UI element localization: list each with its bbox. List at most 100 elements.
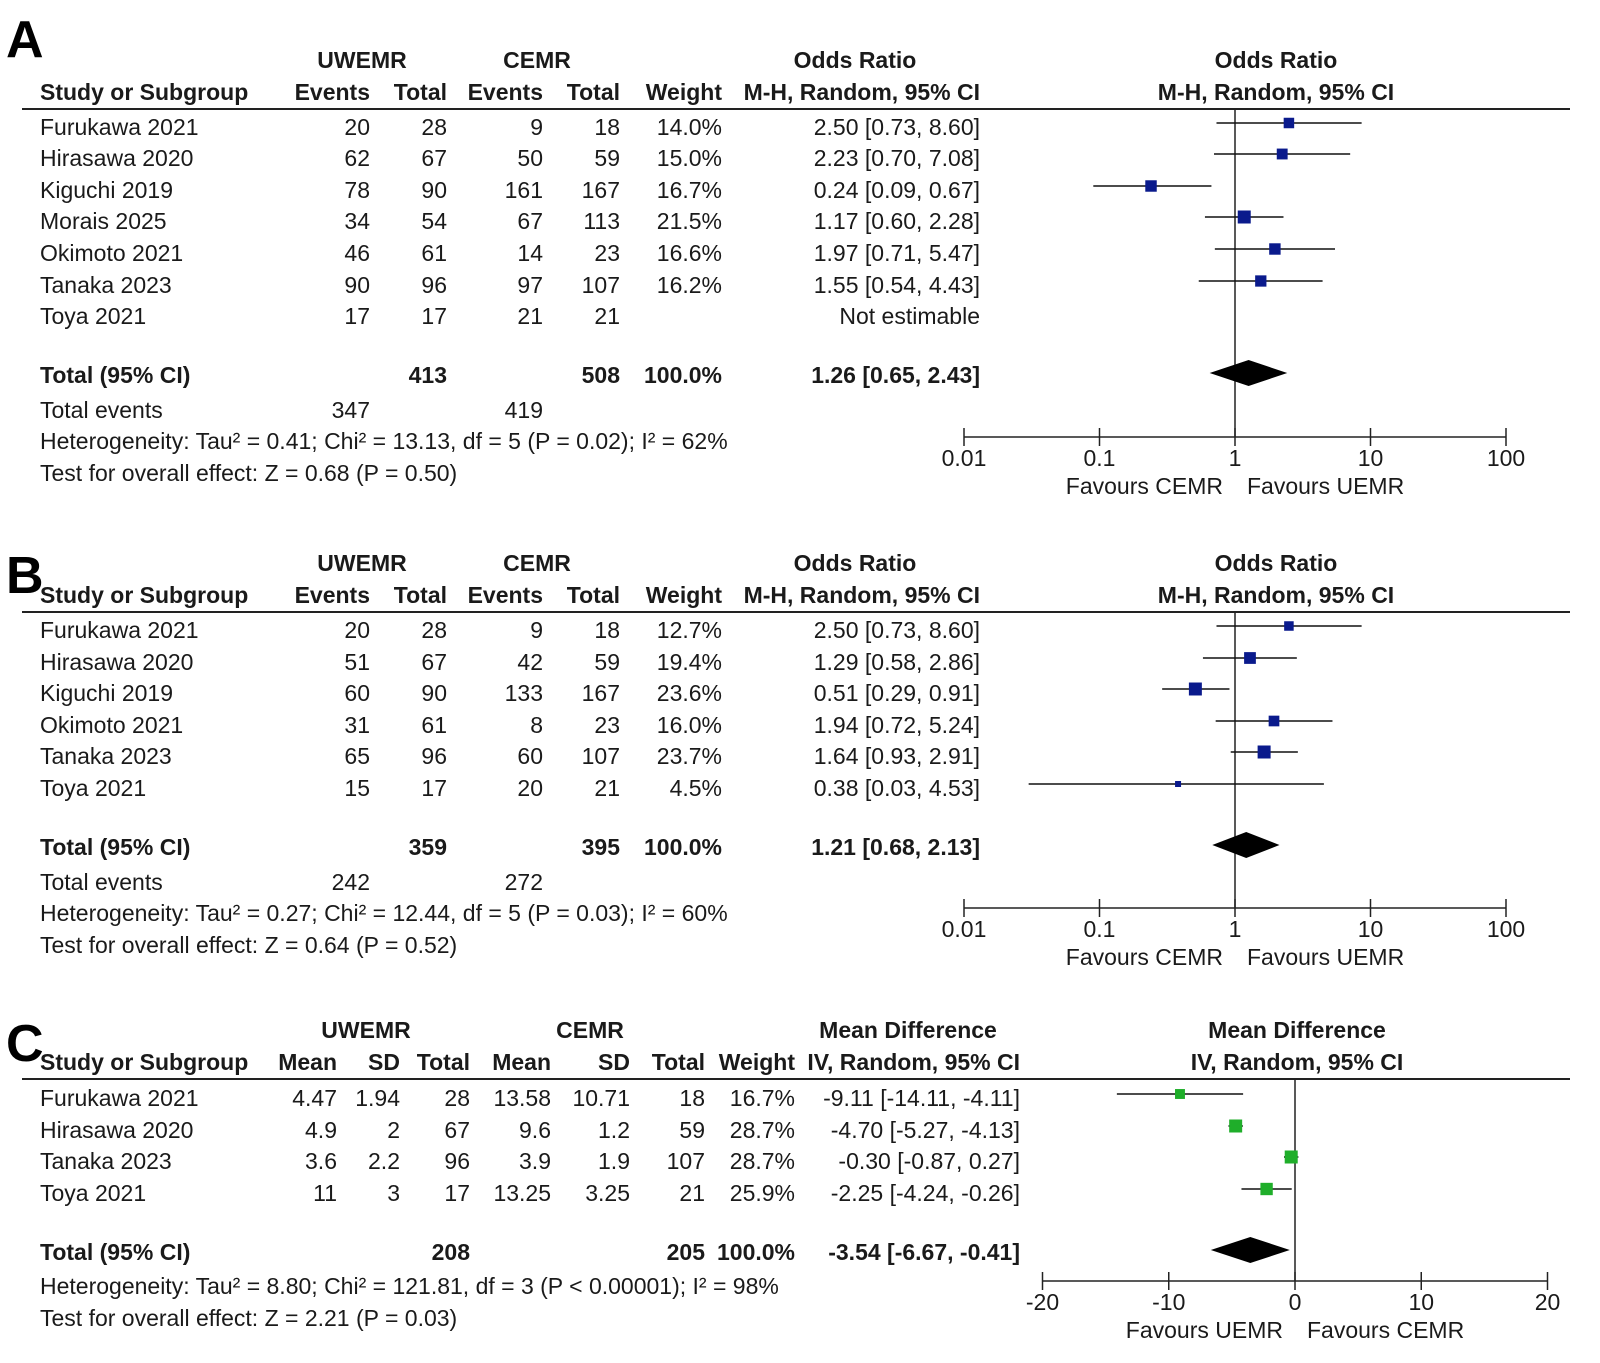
total-uwemr: 28 (444, 1085, 470, 1111)
panel-letter: B (6, 547, 44, 605)
mean-uwemr: 3.6 (305, 1148, 337, 1174)
total-uwemr: 67 (421, 145, 447, 171)
events-uwemr: 20 (344, 114, 370, 140)
total-effect-ci: 1.21 [0.68, 2.13] (811, 834, 980, 860)
study-name: Kiguchi 2019 (40, 177, 173, 203)
events-uwemr: 65 (344, 743, 370, 769)
study-name: Tanaka 2023 (40, 272, 172, 298)
effect-title-header: Odds Ratio (793, 47, 917, 73)
study-point-estimate (1257, 745, 1271, 759)
study-effect-ci: 2.50 [0.73, 8.60] (813, 617, 980, 643)
x-tick-label: 0.01 (942, 916, 987, 942)
study-effect-ci: 1.29 [0.58, 2.86] (813, 649, 980, 675)
total-label: Total (95% CI) (40, 834, 191, 860)
column-header-m1: Mean (278, 1049, 337, 1075)
column-header-sd2: SD (598, 1049, 630, 1075)
study-point-estimate (1145, 180, 1157, 192)
total-uwemr: 96 (444, 1148, 470, 1174)
total-cemr: 21 (594, 303, 620, 329)
overall-effect-text: Test for overall effect: Z = 0.68 (P = 0… (40, 460, 458, 486)
study-point-estimate (1188, 682, 1202, 696)
events-uwemr: 15 (344, 775, 370, 801)
pooled-effect-diamond (1210, 1237, 1290, 1263)
total-uwemr: 96 (421, 272, 447, 298)
total-cemr: 107 (581, 743, 620, 769)
sd-cemr: 1.9 (598, 1148, 630, 1174)
panel-letter: A (6, 11, 44, 69)
events-cemr: 8 (530, 712, 543, 738)
study-name: Toya 2021 (40, 775, 147, 801)
study-point-estimate (1260, 1182, 1273, 1196)
study-weight: 21.5% (656, 208, 722, 234)
study-name: Toya 2021 (40, 303, 147, 329)
x-tick-label: 0 (1289, 1289, 1302, 1315)
study-effect-ci: 1.55 [0.54, 4.43] (813, 272, 980, 298)
events-cemr: 42 (517, 649, 543, 675)
x-tick-label: 0.1 (1084, 916, 1116, 942)
total-effect-ci: -3.54 [-6.67, -0.41] (828, 1239, 1020, 1265)
study-effect-ci: Not estimable (839, 303, 980, 329)
study-effect-ci: -4.70 [-5.27, -4.13] (830, 1117, 1020, 1143)
sd-uwemr: 1.94 (355, 1085, 400, 1111)
sd-cemr: 1.2 (598, 1117, 630, 1143)
study-weight: 23.7% (656, 743, 722, 769)
overall-effect-text: Test for overall effect: Z = 2.21 (P = 0… (40, 1305, 458, 1331)
study-weight: 16.7% (656, 177, 722, 203)
total-cemr: 21 (679, 1180, 705, 1206)
study-point-estimate (1175, 781, 1182, 787)
study-point-estimate (1284, 1150, 1298, 1164)
column-header-e1: Events (294, 582, 370, 608)
study-effect-ci: 1.94 [0.72, 5.24] (813, 712, 980, 738)
events-cemr: 21 (517, 303, 543, 329)
total-cemr: 59 (594, 145, 620, 171)
column-header-t2: Total (566, 79, 620, 105)
study-name: Furukawa 2021 (40, 617, 199, 643)
total-uwemr: 17 (444, 1180, 470, 1206)
x-tick-label: 1 (1229, 445, 1242, 471)
study-weight: 16.6% (656, 240, 722, 266)
total-cemr: 107 (581, 272, 620, 298)
column-header-m2: Mean (492, 1049, 551, 1075)
events-cemr: 133 (504, 680, 543, 706)
study-name: Furukawa 2021 (40, 114, 199, 140)
sd-uwemr: 3 (387, 1180, 400, 1206)
total-events-cemr: 272 (504, 869, 543, 895)
column-header-weight: Weight (718, 1049, 795, 1075)
heterogeneity-text: Heterogeneity: Tau² = 0.27; Chi² = 12.44… (40, 900, 728, 926)
total-cemr: 107 (666, 1148, 705, 1174)
group2-header: CEMR (556, 1017, 624, 1043)
plot-method-header: M-H, Random, 95% CI (1157, 582, 1395, 608)
sd-uwemr: 2.2 (368, 1148, 400, 1174)
favours-right-label: Favours UEMR (1247, 473, 1404, 499)
x-tick-label: 10 (1408, 1289, 1434, 1315)
study-name: Kiguchi 2019 (40, 680, 173, 706)
column-header-name: Study or Subgroup (40, 79, 249, 105)
total-n-cemr: 205 (666, 1239, 705, 1265)
total-cemr: 21 (594, 775, 620, 801)
overall-effect-text: Test for overall effect: Z = 0.64 (P = 0… (40, 932, 458, 958)
events-uwemr: 90 (344, 272, 370, 298)
study-name: Hirasawa 2020 (40, 649, 194, 675)
total-cemr: 59 (679, 1117, 705, 1143)
mean-cemr: 13.58 (493, 1085, 551, 1111)
study-point-estimate (1237, 210, 1251, 224)
total-uwemr: 28 (421, 617, 447, 643)
column-header-e2: Events (467, 79, 543, 105)
total-weight: 100.0% (643, 362, 722, 388)
study-name: Hirasawa 2020 (40, 145, 194, 171)
study-weight: 4.5% (669, 775, 722, 801)
events-cemr: 161 (504, 177, 543, 203)
effect-title-header: Mean Difference (819, 1017, 997, 1043)
column-header-ci: IV, Random, 95% CI (807, 1049, 1020, 1075)
study-weight: 16.0% (656, 712, 722, 738)
total-cemr: 167 (581, 680, 620, 706)
study-effect-ci: -2.25 [-4.24, -0.26] (830, 1180, 1020, 1206)
total-label: Total (95% CI) (40, 362, 191, 388)
x-tick-label: -20 (1026, 1289, 1059, 1315)
study-name: Furukawa 2021 (40, 1085, 199, 1111)
header-rule (22, 1078, 1570, 1080)
column-header-name: Study or Subgroup (40, 582, 249, 608)
mean-uwemr: 4.9 (305, 1117, 337, 1143)
